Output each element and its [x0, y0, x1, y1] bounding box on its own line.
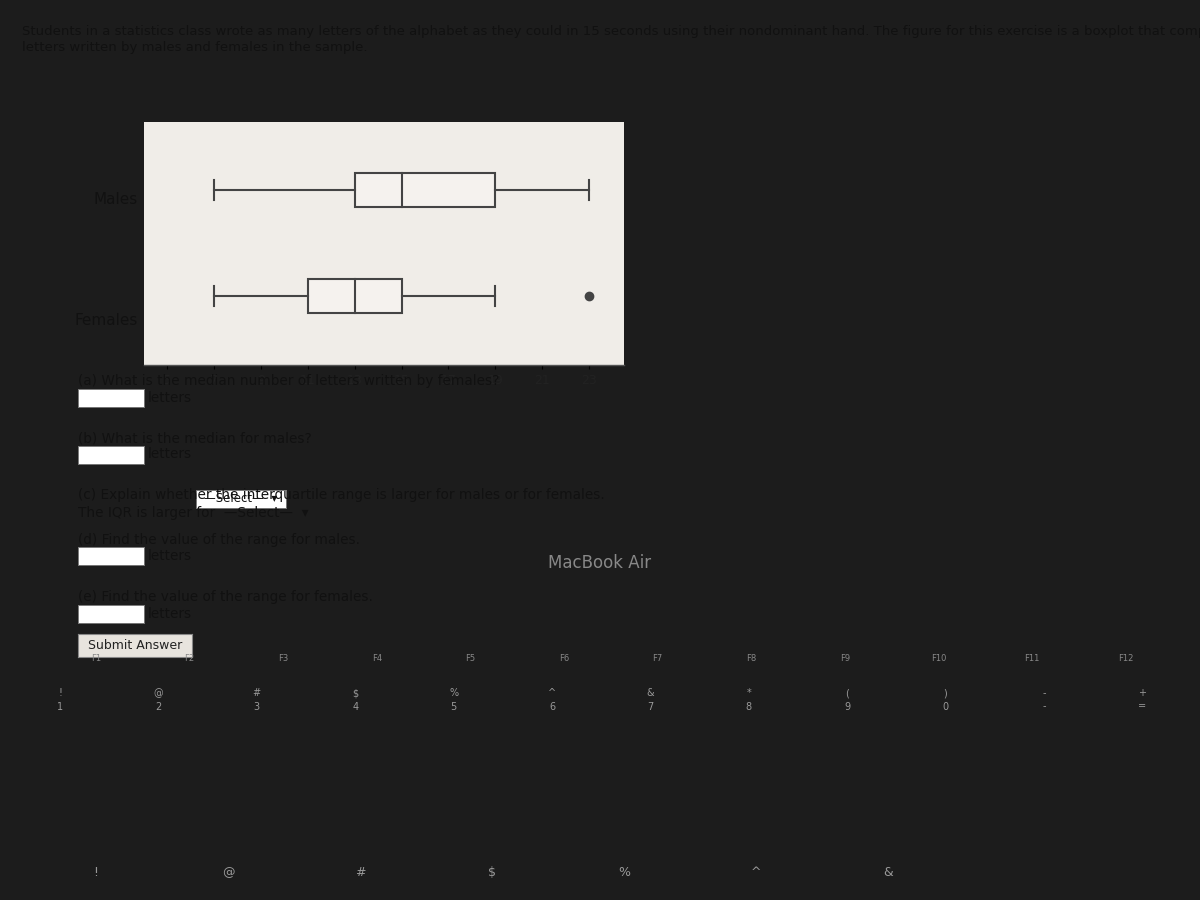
- Text: F6: F6: [559, 654, 569, 663]
- Text: !: !: [58, 688, 62, 698]
- Text: F10: F10: [931, 654, 946, 663]
- Text: Submit Answer: Submit Answer: [88, 639, 182, 652]
- Text: F11: F11: [1025, 654, 1039, 663]
- Text: Students in a statistics class wrote as many letters of the alphabet as they cou: Students in a statistics class wrote as …: [22, 25, 1200, 38]
- Text: Males: Males: [94, 192, 138, 207]
- Text: %: %: [618, 867, 630, 879]
- Text: 1: 1: [56, 701, 64, 712]
- Text: $: $: [488, 867, 496, 879]
- Text: ^: ^: [548, 688, 556, 698]
- Text: F9: F9: [840, 654, 850, 663]
- Text: -: -: [1043, 701, 1045, 712]
- Text: MacBook Air: MacBook Air: [548, 554, 652, 572]
- Text: @: @: [222, 867, 234, 879]
- Text: 4: 4: [352, 701, 359, 712]
- Text: !: !: [94, 867, 98, 879]
- Text: F3: F3: [278, 654, 288, 663]
- Text: #: #: [355, 867, 365, 879]
- Text: *: *: [746, 688, 751, 698]
- Text: F2: F2: [185, 654, 194, 663]
- Text: 6: 6: [548, 701, 556, 712]
- Text: @: @: [154, 688, 163, 698]
- Text: The IQR is larger for  —Select—  ▾: The IQR is larger for —Select— ▾: [78, 506, 308, 520]
- Text: 8: 8: [745, 701, 752, 712]
- Text: F12: F12: [1118, 654, 1133, 663]
- Text: 7: 7: [647, 701, 654, 712]
- Text: F5: F5: [466, 654, 475, 663]
- Text: -: -: [1043, 688, 1045, 698]
- Text: letters: letters: [148, 607, 192, 621]
- Bar: [355, 174, 496, 207]
- Text: Females: Females: [74, 313, 138, 328]
- Text: $: $: [352, 688, 359, 698]
- Text: letters: letters: [148, 391, 192, 405]
- Text: letters: letters: [148, 447, 192, 462]
- Text: #: #: [253, 688, 260, 698]
- Text: (c) Explain whether the interquartile range is larger for males or for females.: (c) Explain whether the interquartile ra…: [78, 488, 605, 502]
- Text: F7: F7: [653, 654, 662, 663]
- Text: 3: 3: [253, 701, 260, 712]
- Text: +: +: [1139, 688, 1146, 698]
- Text: ): ): [943, 688, 948, 698]
- Text: F1: F1: [91, 654, 101, 663]
- Text: 0: 0: [942, 701, 949, 712]
- Text: F4: F4: [372, 654, 382, 663]
- Text: ^: ^: [751, 867, 761, 879]
- Text: (b) What is the median for males?: (b) What is the median for males?: [78, 432, 312, 446]
- Text: (: (: [845, 688, 850, 698]
- Text: (d) Find the value of the range for males.: (d) Find the value of the range for male…: [78, 533, 360, 547]
- Text: %: %: [449, 688, 458, 698]
- Text: F8: F8: [746, 654, 756, 663]
- Text: (a) What is the median number of letters written by females?: (a) What is the median number of letters…: [78, 374, 499, 388]
- Text: 9: 9: [844, 701, 851, 712]
- Bar: [308, 279, 402, 312]
- Text: =: =: [1139, 701, 1146, 712]
- Text: letters written by males and females in the sample.: letters written by males and females in …: [22, 41, 367, 54]
- Text: —Select—  ▾: —Select— ▾: [204, 492, 277, 505]
- Text: letters: letters: [148, 549, 192, 563]
- Text: 5: 5: [450, 701, 457, 712]
- Text: 2: 2: [155, 701, 162, 712]
- Text: &: &: [883, 867, 893, 879]
- Text: &: &: [647, 688, 654, 698]
- Text: (e) Find the value of the range for females.: (e) Find the value of the range for fema…: [78, 590, 373, 604]
